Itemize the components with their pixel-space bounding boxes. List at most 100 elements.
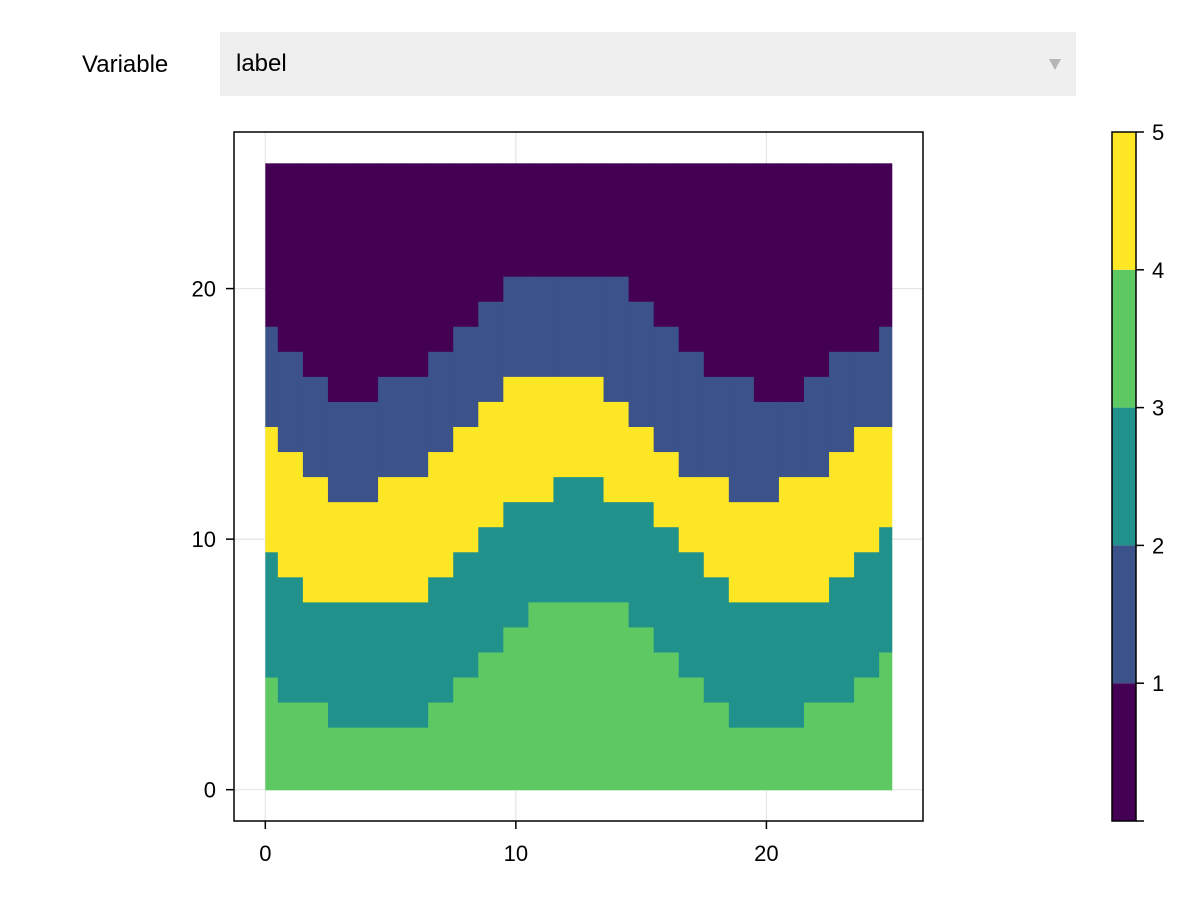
heatmap-cell bbox=[478, 401, 504, 528]
heatmap-cell bbox=[403, 727, 429, 791]
heatmap-cell bbox=[403, 476, 429, 603]
heatmap-cell bbox=[528, 163, 555, 277]
heatmap-cell bbox=[327, 401, 354, 503]
heatmap-cell bbox=[753, 601, 780, 728]
heatmap-cell bbox=[854, 676, 880, 791]
heatmap-cell bbox=[578, 601, 605, 791]
heatmap-cell bbox=[353, 727, 379, 791]
heatmap-cell bbox=[578, 163, 605, 277]
heatmap-cell bbox=[277, 163, 304, 352]
colorbar-segment bbox=[1112, 407, 1136, 546]
heatmap-cell bbox=[653, 326, 680, 453]
heatmap-cell bbox=[378, 727, 404, 791]
heatmap-cell bbox=[277, 701, 304, 791]
variable-dropdown[interactable]: label bbox=[220, 32, 1076, 96]
colorbar-segment bbox=[1112, 683, 1136, 821]
heatmap-cell bbox=[603, 601, 630, 791]
colorbar-segment bbox=[1112, 545, 1136, 684]
heatmap-cell bbox=[678, 551, 705, 678]
heatmap-cell bbox=[829, 451, 855, 578]
heatmap-cell bbox=[403, 376, 429, 478]
heatmap-cell bbox=[503, 376, 529, 503]
heatmap-cell bbox=[653, 651, 680, 791]
heatmap-cell bbox=[778, 601, 805, 728]
heatmap-cell bbox=[353, 601, 379, 728]
heatmap-cell bbox=[703, 163, 730, 377]
heatmap-cell bbox=[327, 163, 354, 402]
colorbar: 1 2 3 4 5 bbox=[1111, 120, 1164, 822]
heatmap-cells bbox=[265, 163, 893, 791]
heatmap-cell bbox=[478, 651, 504, 791]
heatmap-cell bbox=[453, 163, 479, 327]
heatmap-cell bbox=[302, 163, 329, 377]
heatmap-cell bbox=[778, 163, 805, 402]
axis-ticks: 0 10 20 0 10 20 bbox=[192, 277, 779, 866]
colorbar-tick-label: 3 bbox=[1152, 396, 1164, 421]
heatmap-cell bbox=[378, 163, 404, 377]
heatmap-cell bbox=[753, 401, 780, 503]
heatmap-cell bbox=[277, 351, 304, 453]
heatmap-cell bbox=[353, 163, 379, 402]
colorbar-segment bbox=[1112, 132, 1136, 270]
heatmap-cell bbox=[453, 326, 479, 427]
heatmap-cell bbox=[803, 701, 830, 791]
colorbar-segment bbox=[1112, 269, 1136, 408]
heatmap-cell bbox=[553, 376, 580, 478]
heatmap-cell bbox=[265, 426, 279, 553]
heatmap-cell bbox=[403, 601, 429, 728]
heatmap-cell bbox=[879, 163, 893, 327]
heatmap-cell bbox=[728, 727, 755, 791]
heatmap-cell bbox=[265, 163, 279, 327]
heatmap-cell bbox=[803, 376, 830, 478]
heatmap-cell bbox=[528, 601, 555, 791]
heatmap-cell bbox=[578, 476, 605, 603]
heatmap-cell bbox=[578, 376, 605, 478]
heatmap-cell bbox=[503, 163, 529, 277]
heatmap-cell bbox=[378, 601, 404, 728]
heatmap-cell bbox=[265, 551, 279, 678]
heatmap-cell bbox=[653, 451, 680, 528]
heatmap-cell bbox=[428, 701, 454, 791]
heatmap-cell bbox=[653, 163, 680, 327]
heatmap-cell bbox=[803, 163, 830, 377]
heatmap-cell bbox=[327, 601, 354, 728]
x-tick-label: 20 bbox=[754, 841, 778, 866]
heatmap-cell bbox=[265, 326, 279, 427]
heatmap-cell bbox=[453, 551, 479, 678]
heatmap-cell bbox=[829, 701, 855, 791]
heatmap-cell bbox=[854, 351, 880, 427]
heatmap-cell bbox=[578, 276, 605, 377]
heatmap-cell bbox=[553, 476, 580, 603]
variable-label: Variable bbox=[82, 51, 169, 78]
heatmap-cell bbox=[829, 163, 855, 352]
heatmap-cell bbox=[453, 426, 479, 553]
heatmap-cell bbox=[753, 501, 780, 603]
heatmap-cell bbox=[478, 301, 504, 402]
heatmap-cell bbox=[428, 351, 454, 453]
x-tick-label: 10 bbox=[504, 841, 528, 866]
heatmap-cell bbox=[854, 551, 880, 678]
heatmap-cell bbox=[302, 476, 329, 603]
heatmap-cell bbox=[603, 276, 630, 402]
triangle-down-icon bbox=[1049, 59, 1061, 70]
heatmap-cell bbox=[703, 376, 730, 478]
heatmap-cell bbox=[753, 727, 780, 791]
heatmap-cell bbox=[478, 526, 504, 653]
heatmap-cell bbox=[854, 426, 880, 553]
heatmap-cell bbox=[553, 276, 580, 377]
heatmap-cell bbox=[603, 501, 630, 603]
heatmap-cell bbox=[678, 676, 705, 791]
heatmap-cell bbox=[553, 601, 580, 791]
heatmap-cell bbox=[378, 376, 404, 478]
heatmap-cell bbox=[778, 476, 805, 603]
heatmap-cell bbox=[829, 351, 855, 453]
heatmap-cell bbox=[778, 727, 805, 791]
heatmap-cell bbox=[478, 163, 504, 302]
heatmap-cell bbox=[728, 376, 755, 503]
x-tick-label: 0 bbox=[259, 841, 271, 866]
heatmap-cell bbox=[265, 676, 279, 791]
y-tick-label: 20 bbox=[192, 277, 216, 302]
heatmap-cell bbox=[277, 576, 304, 703]
heatmap-cell bbox=[728, 601, 755, 728]
